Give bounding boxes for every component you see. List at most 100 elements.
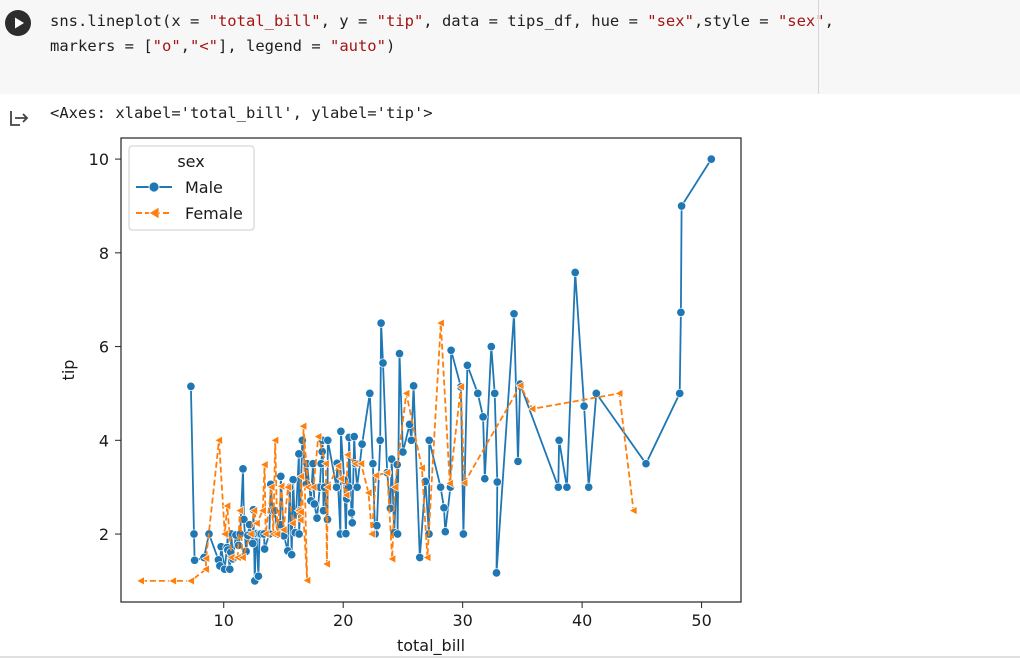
data-point-female <box>416 463 426 473</box>
data-point-male <box>473 388 483 398</box>
x-tick-label: 30 <box>452 611 472 630</box>
data-point-male <box>346 508 356 518</box>
y-tick-label: 6 <box>99 338 109 357</box>
data-point-male <box>439 503 449 513</box>
data-point-male <box>436 482 446 492</box>
data-point-male <box>554 435 564 445</box>
data-point-female <box>276 481 286 491</box>
data-point-male <box>309 499 319 509</box>
data-point-male <box>331 482 342 492</box>
data-point-female <box>363 488 373 498</box>
series-female <box>135 318 638 586</box>
data-point-male <box>409 381 419 391</box>
data-point-female <box>302 575 312 586</box>
run-cell-button[interactable] <box>5 10 31 36</box>
legend-box <box>128 145 255 231</box>
data-point-male <box>675 388 685 398</box>
data-point-female <box>308 482 318 492</box>
axes-frame <box>120 137 742 603</box>
data-point-male <box>393 529 403 539</box>
x-axis-label: total_bill <box>397 636 465 656</box>
data-point-female <box>200 564 210 574</box>
code-cell[interactable]: sns.lineplot(x = "total_bill", y = "tip"… <box>0 0 1020 94</box>
data-point-male <box>462 360 472 370</box>
data-point-female <box>422 552 432 563</box>
line-length-ruler <box>818 0 819 94</box>
series-line-male <box>190 158 713 581</box>
chart-legend: sex Male Female <box>128 145 255 231</box>
data-point-female <box>321 559 331 569</box>
data-point-male <box>190 555 200 565</box>
data-point-male <box>357 439 367 449</box>
legend-marker-male <box>148 181 160 193</box>
data-point-male <box>375 435 385 445</box>
data-point-female <box>614 388 624 399</box>
data-point-male <box>368 459 378 469</box>
data-point-male <box>394 349 405 359</box>
data-point-female <box>135 576 145 586</box>
data-point-female <box>295 507 305 517</box>
data-point-female <box>320 458 330 469</box>
data-point-male <box>480 474 490 484</box>
data-point-male <box>424 435 434 445</box>
data-point-female <box>237 552 247 563</box>
data-point-male <box>677 201 687 211</box>
data-point-female <box>296 471 305 482</box>
data-point-female <box>245 529 255 539</box>
data-point-female <box>219 529 229 539</box>
ticks-layer: 10 20 30 40 50 2 4 6 8 10 <box>89 150 712 630</box>
data-point-male <box>287 550 297 560</box>
data-point-female <box>341 490 351 500</box>
data-point-male <box>513 456 523 466</box>
data-point-female <box>272 529 282 539</box>
data-point-female <box>382 467 392 478</box>
cell-bottom-border <box>0 656 1020 658</box>
data-point-male <box>189 529 199 539</box>
data-point-male <box>294 529 304 539</box>
data-point-female <box>251 518 261 529</box>
data-point-male <box>238 464 248 474</box>
data-point-female <box>249 505 258 516</box>
data-point-male <box>676 307 686 317</box>
data-point-male <box>553 482 563 492</box>
code-editor[interactable]: sns.lineplot(x = "total_bill", y = "tip"… <box>50 12 834 55</box>
y-tick-label: 4 <box>99 431 109 450</box>
data-point-male <box>378 358 388 368</box>
data-point-female <box>313 431 323 442</box>
data-point-female <box>257 505 267 516</box>
legend-label-female: Female <box>185 204 243 223</box>
data-point-male <box>225 564 235 574</box>
data-point-male <box>288 475 298 485</box>
data-point-female <box>222 501 232 511</box>
data-point-male <box>706 154 716 164</box>
data-point-male <box>294 449 304 459</box>
y-tick-label: 10 <box>89 150 109 169</box>
data-point-male <box>260 544 270 554</box>
data-point-male <box>458 529 468 539</box>
data-point-male <box>406 435 416 445</box>
data-point-female <box>628 505 638 516</box>
data-point-female <box>371 470 380 481</box>
x-tick-label: 10 <box>214 611 234 630</box>
cell-output-text: <Axes: xlabel='total_bill', ylabel='tip'… <box>50 104 433 122</box>
data-point-female <box>270 435 280 446</box>
data-point-male <box>365 388 375 398</box>
data-point-male <box>562 482 572 492</box>
output-arrow-icon[interactable] <box>8 108 30 128</box>
data-point-female <box>333 461 343 471</box>
data-point-male <box>341 529 351 539</box>
y-tick-label: 8 <box>99 244 109 263</box>
data-point-male <box>440 527 450 537</box>
data-point-female <box>387 554 397 564</box>
data-point-female <box>185 576 195 586</box>
data-point-male <box>253 571 263 581</box>
data-point-male <box>486 342 496 352</box>
data-point-female <box>356 458 365 469</box>
data-point-male <box>235 529 245 539</box>
data-point-female <box>168 576 177 586</box>
data-point-male <box>509 309 519 319</box>
data-point-male <box>491 568 502 578</box>
data-point-female <box>259 459 269 470</box>
data-point-male <box>336 426 346 436</box>
data-point-female <box>342 450 352 460</box>
